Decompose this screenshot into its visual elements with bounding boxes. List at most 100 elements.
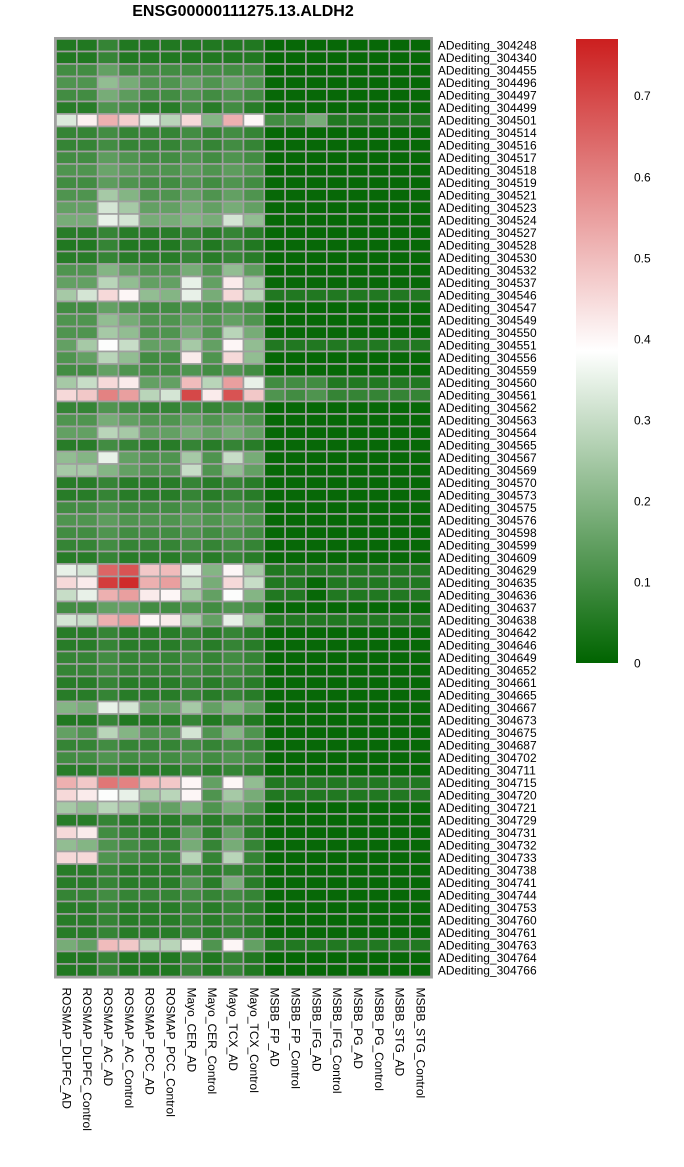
heatmap-cell [367,300,391,315]
heatmap-cell [305,75,328,90]
heatmap-cell [117,638,141,653]
heatmap-cell [305,488,328,503]
heatmap-cell [305,63,328,78]
heatmap-cell [388,513,411,528]
heatmap-cell [96,325,120,340]
heatmap-cell [263,750,286,765]
heatmap-cell [284,938,307,953]
heatmap-cell [221,838,245,853]
heatmap-cell [388,88,411,103]
heatmap-cell [409,163,432,178]
heatmap-cell [159,838,182,853]
heatmap-cell [55,775,78,790]
heatmap-cell [201,700,224,715]
heatmap-cell [263,338,286,353]
heatmap-cell [117,913,141,928]
column-label: ROSMAP_AC_AD [101,988,115,1087]
heatmap-cell [284,850,307,865]
heatmap-cell [138,188,161,203]
heatmap-cell [284,650,307,665]
heatmap-cell [367,400,391,415]
heatmap-cell [388,700,411,715]
heatmap-cell [367,850,391,865]
heatmap-cell [180,750,203,765]
heatmap-cell [221,438,245,453]
legend-tick-label: 0.2 [634,494,651,508]
heatmap-cell [138,450,161,465]
heatmap-cell [346,388,370,403]
row-label: ADediting_304598 [438,526,537,540]
heatmap-cell [138,775,161,790]
heatmap-cell [388,638,411,653]
heatmap-cell [138,750,161,765]
heatmap-cell [367,263,391,278]
heatmap-cell [367,350,391,365]
heatmap-cell [367,763,391,778]
heatmap-cell [367,150,391,165]
heatmap-cell [201,550,224,565]
column-label: MSBB_FP_AD [268,988,282,1068]
heatmap-cell [180,300,203,315]
heatmap-cell [159,663,182,678]
heatmap-cell [55,950,78,965]
heatmap-cell [138,550,161,565]
heatmap-cell [305,938,328,953]
heatmap-cell [367,250,391,265]
heatmap-cell [263,775,286,790]
heatmap-cell [221,750,245,765]
chart-title: ENSG00000111275.13.ALDH2 [132,3,354,20]
heatmap-cell [76,338,99,353]
heatmap-cell [180,788,203,803]
heatmap-cell [284,100,307,115]
heatmap-cell [76,438,99,453]
heatmap-cell [242,888,266,903]
heatmap-cell [367,500,391,515]
heatmap-cell [96,200,120,215]
heatmap-cell [96,375,120,390]
heatmap-cell [159,438,182,453]
heatmap-cell [138,500,161,515]
column-label: MSBB_PG_AD [351,988,365,1070]
heatmap-cell [263,613,286,628]
heatmap-cell [180,175,203,190]
heatmap-cell [242,938,266,953]
heatmap-cell [242,38,266,53]
heatmap-cell [388,963,411,978]
heatmap-cell [201,388,224,403]
heatmap-cell [55,100,78,115]
heatmap-cell [138,150,161,165]
heatmap-cell [388,200,411,215]
heatmap-cell [117,350,141,365]
heatmap-cell [242,788,266,803]
heatmap-cell [55,413,78,428]
row-label: ADediting_304761 [438,926,537,940]
heatmap-cell [201,438,224,453]
heatmap-cell [221,225,245,240]
heatmap-cell [55,50,78,65]
heatmap-cell [138,875,161,890]
row-label: ADediting_304560 [438,376,537,390]
heatmap-cell [76,838,99,853]
heatmap-cell [221,713,245,728]
heatmap-cell [409,150,432,165]
heatmap-cell [96,313,120,328]
heatmap-cell [76,688,99,703]
heatmap-cell [242,475,266,490]
heatmap-cell [305,663,328,678]
heatmap-cell [388,425,411,440]
heatmap-cell [180,775,203,790]
heatmap-cell [367,900,391,915]
heatmap-cell [96,63,120,78]
heatmap-cell [117,163,141,178]
heatmap-cell [409,600,432,615]
heatmap-cell [409,825,432,840]
heatmap-cell [159,900,182,915]
heatmap-cell [263,300,286,315]
heatmap-cell [96,600,120,615]
heatmap-cell [159,488,182,503]
heatmap-cell [180,350,203,365]
heatmap-cell [55,813,78,828]
legend-tick-label: 0.4 [634,332,651,346]
heatmap-cell [76,150,99,165]
heatmap-cell [96,363,120,378]
